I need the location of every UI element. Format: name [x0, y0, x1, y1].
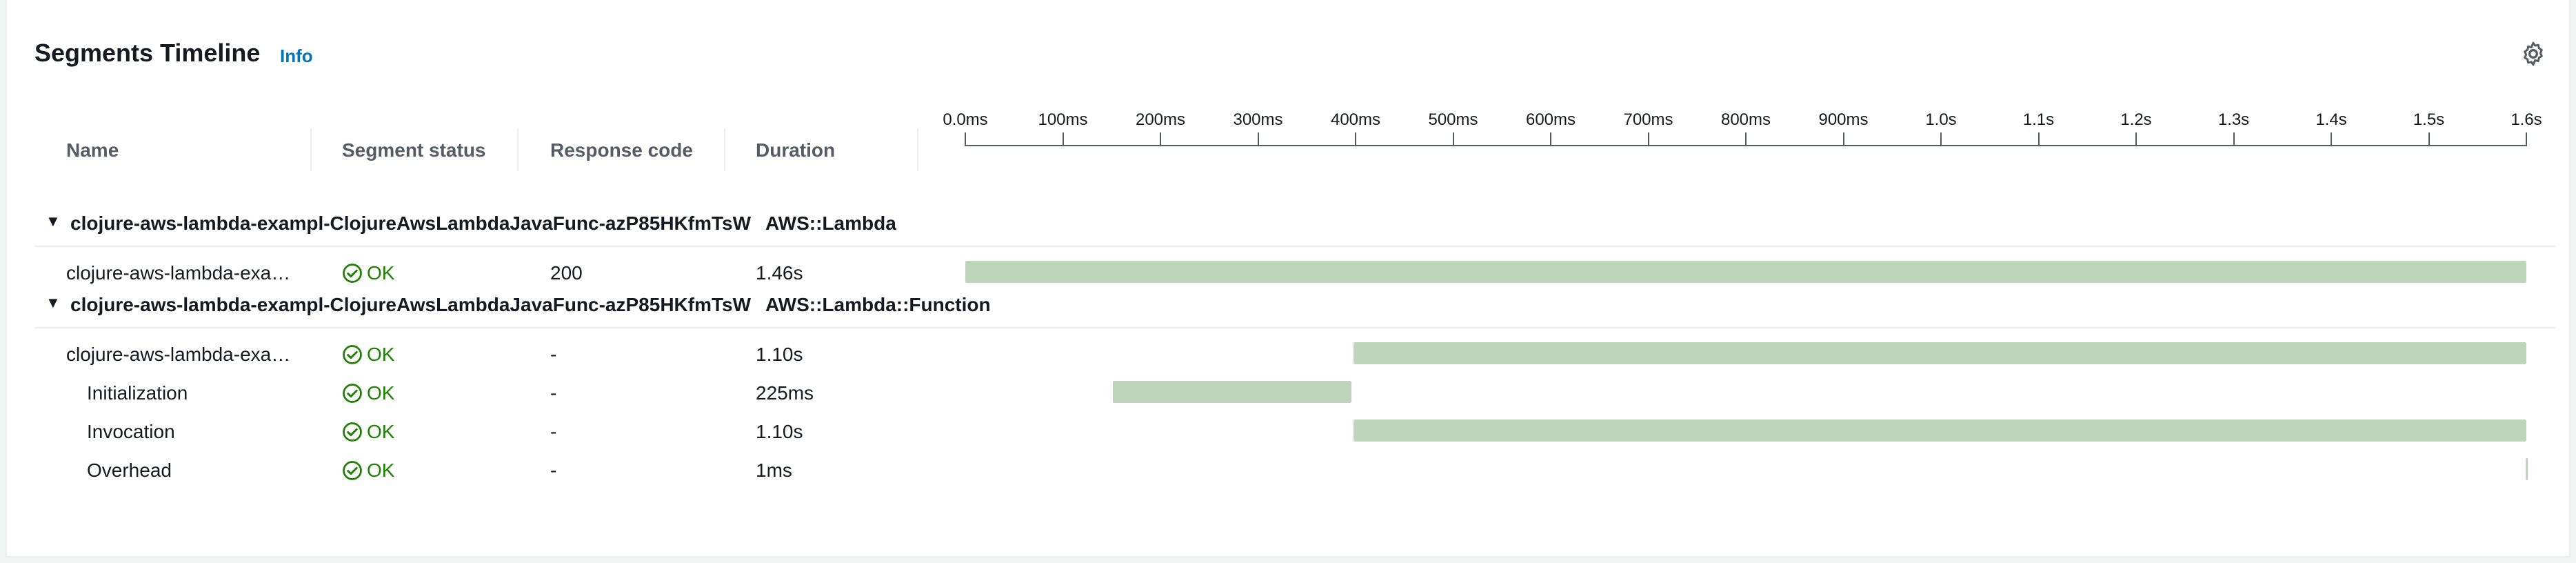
- status-text: OK: [367, 382, 395, 404]
- timeline-tick-label: 400ms: [1330, 110, 1381, 129]
- check-circle-icon: [343, 461, 362, 480]
- timeline-tick: [1452, 132, 1454, 146]
- column-divider[interactable]: [917, 128, 918, 171]
- timeline-tick: [1745, 132, 1747, 146]
- segment-timeline-bar[interactable]: [1354, 342, 2526, 364]
- segment-duration: 1ms: [756, 460, 792, 481]
- info-link[interactable]: Info: [280, 46, 313, 66]
- timeline-tick: [965, 132, 966, 146]
- timeline-tick: [1842, 132, 1844, 146]
- settings-button[interactable]: [2519, 40, 2547, 68]
- segment-group-header[interactable]: ▼ clojure-aws-lambda-exampl-ClojureAwsLam…: [46, 210, 2555, 237]
- segment-name: Invocation: [87, 421, 175, 442]
- gear-icon: [2524, 41, 2543, 66]
- segment-name: clojure-aws-lambda-exa…: [66, 344, 291, 365]
- timeline-tick: [2428, 132, 2430, 146]
- timeline-tick: [1160, 132, 1161, 146]
- caret-down-icon[interactable]: ▼: [46, 294, 61, 311]
- segment-duration: 1.10s: [756, 421, 803, 442]
- group-type: AWS::Lambda: [765, 213, 896, 234]
- column-divider[interactable]: [517, 128, 519, 171]
- timeline-tick-label: 700ms: [1623, 110, 1673, 129]
- segment-timeline-bar[interactable]: [2525, 458, 2528, 480]
- segment-timeline-bar[interactable]: [1112, 381, 1352, 403]
- segment-status: OK: [342, 262, 394, 284]
- group-divider: [34, 246, 2555, 247]
- check-circle-icon: [343, 384, 362, 403]
- segment-status: OK: [342, 421, 394, 443]
- timeline-tick-label: 500ms: [1428, 110, 1478, 129]
- segment-duration: 1.46s: [756, 262, 803, 284]
- timeline-tick: [1647, 132, 1649, 146]
- segment-timeline-bar[interactable]: [1354, 419, 2526, 442]
- timeline-tick-label: 1.1s: [2022, 110, 2055, 129]
- check-circle-icon: [343, 345, 362, 364]
- group-name: clojure-aws-lambda-exampl-ClojureAwsLamb…: [70, 213, 751, 234]
- check-circle-icon: [343, 422, 362, 442]
- segment-status: OK: [342, 382, 394, 404]
- timeline-tick-label: 1.4s: [2315, 110, 2347, 129]
- column-header-response-code[interactable]: Response code: [550, 139, 693, 161]
- check-circle-icon: [343, 264, 362, 283]
- group-divider: [34, 327, 2555, 328]
- segment-row[interactable]: clojure-aws-lambda-exa… OK - 1.10s: [7, 337, 2572, 373]
- status-text: OK: [367, 421, 395, 442]
- response-code: 200: [550, 262, 583, 284]
- column-header-duration[interactable]: Duration: [756, 139, 836, 161]
- panel-title: Segments Timeline: [34, 39, 261, 67]
- timeline-tick: [2135, 132, 2137, 146]
- segment-name: Initialization: [87, 382, 188, 404]
- timeline-tick-label: 800ms: [1720, 110, 1771, 129]
- segment-name: clojure-aws-lambda-exa…: [66, 262, 291, 284]
- response-code: -: [550, 344, 557, 365]
- timeline-tick: [2037, 132, 2040, 146]
- timeline-tick: [2331, 132, 2332, 146]
- timeline-tick: [2233, 132, 2235, 146]
- timeline-tick-label: 0.0ms: [943, 110, 988, 129]
- timeline-tick-label: 100ms: [1038, 110, 1088, 129]
- timeline-tick-label: 200ms: [1135, 110, 1186, 129]
- timeline-tick-label: 1.6s: [2510, 110, 2542, 129]
- segment-status: OK: [342, 460, 394, 482]
- timeline-tick: [1355, 132, 1356, 146]
- response-code: -: [550, 460, 557, 481]
- segment-duration: 1.10s: [756, 344, 803, 365]
- timeline-tick-label: 300ms: [1233, 110, 1283, 129]
- caret-down-icon[interactable]: ▼: [46, 213, 61, 230]
- timeline-tick: [1940, 132, 1942, 146]
- timeline-tick-label: 1.0s: [1925, 110, 1957, 129]
- timeline-tick-label: 1.3s: [2217, 110, 2250, 129]
- segment-row[interactable]: Invocation OK - 1.10s: [7, 414, 2572, 450]
- group-name: clojure-aws-lambda-exampl-ClojureAwsLamb…: [70, 294, 751, 315]
- timeline-tick-label: 1.5s: [2413, 110, 2445, 129]
- timeline-tick: [1550, 132, 1551, 146]
- column-header-name[interactable]: Name: [66, 139, 119, 161]
- segment-row[interactable]: Overhead OK - 1ms: [7, 453, 2572, 488]
- column-divider[interactable]: [724, 128, 725, 171]
- status-text: OK: [367, 262, 395, 284]
- segment-status: OK: [342, 344, 394, 366]
- timeline-tick-label: 600ms: [1525, 110, 1576, 129]
- timeline-tick-label: 900ms: [1818, 110, 1869, 129]
- timeline-tick: [1062, 132, 1064, 146]
- segment-row[interactable]: clojure-aws-lambda-exa… OK 200 1.46s: [7, 255, 2572, 291]
- status-text: OK: [367, 344, 395, 365]
- timeline-tick: [1257, 132, 1259, 146]
- timeline-axis: 0.0ms 100ms 200ms 300ms 400ms 500ms 600ms 700ms…: [943, 110, 2544, 152]
- column-header-segment-status[interactable]: Segment status: [342, 139, 486, 161]
- response-code: -: [550, 382, 557, 404]
- segments-timeline-panel: Segments Timeline Info Name Segment stat…: [6, 0, 2570, 557]
- response-code: -: [550, 421, 557, 442]
- column-divider[interactable]: [310, 128, 312, 171]
- segment-group-header[interactable]: ▼ clojure-aws-lambda-exampl-ClojureAwsLam…: [46, 291, 2555, 319]
- segment-row[interactable]: Initialization OK - 225ms: [7, 375, 2572, 411]
- segment-name: Overhead: [87, 460, 172, 481]
- timeline-tick: [2526, 132, 2527, 146]
- status-text: OK: [367, 460, 395, 481]
- segment-duration: 225ms: [756, 382, 814, 404]
- timeline-tick-label: 1.2s: [2120, 110, 2152, 129]
- segment-timeline-bar[interactable]: [965, 261, 2526, 283]
- group-type: AWS::Lambda::Function: [765, 294, 991, 315]
